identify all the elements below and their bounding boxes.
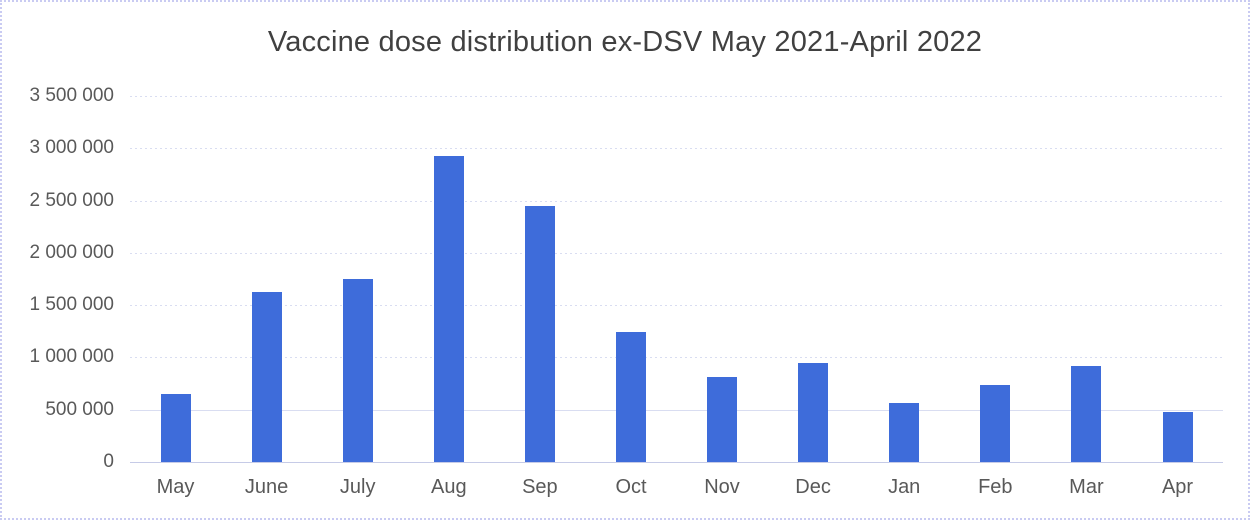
bar-may: [160, 394, 191, 462]
x-axis-label: Mar: [1069, 476, 1104, 498]
x-axis-label: Feb: [978, 476, 1013, 498]
x-axis-label: Nov: [704, 476, 740, 498]
x-axis-label: Sep: [522, 476, 558, 498]
x-axis-label: June: [244, 476, 289, 498]
gridline: [130, 305, 1223, 307]
x-axis-label: Apr: [1161, 476, 1194, 498]
gridline: [130, 200, 1223, 202]
gridline: [130, 252, 1223, 254]
gridline: [130, 462, 1223, 463]
bar-mar: [1071, 366, 1102, 462]
y-axis-tick-label: 1 500 000: [29, 294, 114, 316]
y-axis-tick-label: 3 500 000: [29, 85, 114, 106]
bar-july: [342, 279, 373, 462]
bar-apr: [1162, 412, 1193, 462]
gridline: [130, 148, 1223, 150]
gridline: [130, 409, 1223, 411]
bar-dec: [798, 363, 829, 462]
bar-nov: [707, 377, 737, 462]
bar-oct: [616, 332, 646, 462]
chart-title: Vaccine dose distribution ex-DSV May 202…: [267, 26, 983, 58]
y-axis-tick-label: 1 000 000: [29, 346, 114, 368]
bar-feb: [980, 385, 1011, 462]
y-axis-tick-label: 3 000 000: [29, 137, 114, 159]
bar-aug: [433, 156, 464, 462]
bar-jan: [889, 403, 920, 462]
x-axis-label: July: [339, 476, 376, 498]
x-axis-label: Aug: [431, 476, 467, 498]
y-axis-tick-label: 2 000 000: [29, 241, 114, 263]
y-axis-tick-label: 2 500 000: [29, 189, 114, 211]
x-axis-label: Jan: [888, 476, 921, 498]
x-axis-label: May: [156, 476, 195, 498]
y-axis-tick-label: 0: [103, 451, 114, 472]
bar-sep: [524, 206, 555, 462]
x-axis-label: Dec: [795, 476, 831, 498]
gridline: [130, 96, 1223, 97]
bar-june: [251, 292, 282, 462]
y-axis-tick-label: 500 000: [45, 398, 114, 420]
gridline: [130, 357, 1223, 359]
x-axis-label: Oct: [615, 476, 647, 498]
